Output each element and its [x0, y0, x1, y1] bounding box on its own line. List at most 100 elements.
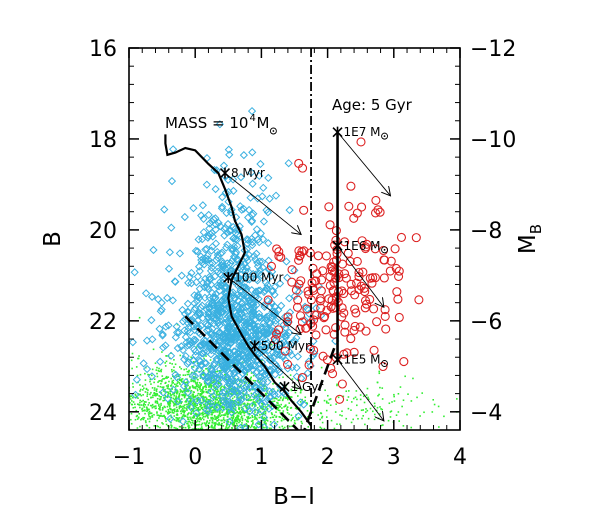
green-point [347, 407, 350, 410]
green-point [192, 433, 194, 435]
green-point [170, 394, 173, 396]
blue-point [265, 387, 274, 396]
green-point [260, 407, 263, 409]
green-point [364, 423, 366, 426]
green-point [137, 397, 139, 399]
green-point [216, 411, 218, 413]
green-point [424, 454, 426, 456]
green-point [209, 407, 211, 409]
green-point [165, 375, 168, 378]
green-point [202, 386, 205, 388]
green-point [423, 411, 425, 414]
blue-point [280, 329, 289, 338]
green-point [155, 394, 157, 397]
green-point [175, 427, 177, 429]
age-label: 100 Myr [234, 271, 283, 285]
green-point [207, 398, 210, 401]
blue-point [246, 193, 255, 202]
green-point [290, 396, 292, 398]
green-point [361, 417, 363, 420]
age-label: 8 Myr [231, 166, 265, 180]
blue-point [252, 368, 261, 377]
green-point [130, 412, 133, 415]
green-point [145, 424, 148, 427]
green-point [200, 404, 203, 407]
green-point [200, 384, 202, 386]
green-point [142, 399, 145, 402]
green-point [162, 387, 165, 389]
blue-point [254, 286, 263, 295]
green-point [227, 440, 229, 442]
green-point [202, 373, 204, 376]
red-point [318, 351, 328, 361]
green-point [248, 431, 250, 433]
green-point [240, 403, 242, 406]
green-point [165, 355, 168, 357]
green-point [144, 372, 146, 375]
red-point [378, 361, 388, 372]
green-point [187, 427, 190, 429]
green-point [290, 406, 293, 409]
green-point [192, 366, 195, 368]
green-point [263, 421, 266, 424]
blue-point [290, 292, 299, 301]
green-point [223, 440, 225, 442]
green-point [191, 421, 194, 424]
green-point [214, 389, 216, 392]
blue-point [250, 361, 260, 370]
green-point [156, 375, 159, 378]
green-point [201, 388, 203, 391]
green-point [393, 400, 396, 402]
green-point [152, 394, 154, 397]
green-point [142, 418, 145, 421]
evolution-track [164, 134, 312, 427]
green-point [140, 400, 143, 403]
blue-point [299, 400, 308, 409]
blue-point [303, 368, 312, 378]
green-point [208, 410, 211, 413]
green-point [105, 386, 107, 388]
green-point [148, 415, 151, 418]
green-point [249, 377, 252, 380]
blue-point [236, 337, 245, 347]
blue-point [227, 408, 236, 417]
green-point [119, 437, 121, 439]
blue-point [281, 333, 290, 342]
x-tick-label: 3 [387, 445, 401, 470]
green-point [164, 433, 166, 435]
green-point [199, 433, 201, 435]
green-point [178, 396, 180, 399]
green-point [210, 386, 213, 389]
blue-point [260, 383, 269, 392]
green-point [153, 394, 156, 396]
green-point [188, 406, 190, 409]
green-point [380, 408, 382, 410]
y-tick-label: 24 [89, 401, 117, 426]
green-point [177, 418, 180, 421]
green-point [181, 405, 183, 408]
green-point [182, 434, 184, 436]
green-point [230, 416, 233, 419]
green-point [249, 426, 252, 429]
green-point [211, 416, 214, 419]
green-point [142, 409, 145, 412]
green-point [167, 408, 170, 411]
green-point [168, 411, 171, 414]
green-point [119, 394, 121, 396]
green-point [197, 434, 199, 436]
green-point [159, 396, 162, 398]
red-point [350, 290, 360, 300]
green-point [383, 436, 385, 438]
green-point [193, 395, 195, 398]
green-point [180, 367, 183, 370]
green-point [143, 400, 146, 403]
green-point [211, 413, 213, 416]
green-point [177, 375, 179, 378]
green-point [122, 426, 124, 428]
blue-point [244, 353, 253, 363]
green-point [226, 423, 228, 425]
blue-point [193, 291, 203, 300]
green-point [152, 348, 155, 351]
red-point [350, 304, 360, 314]
